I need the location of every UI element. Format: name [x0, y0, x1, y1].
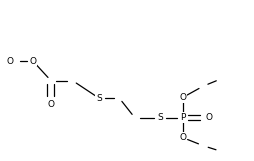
Text: O: O	[179, 93, 186, 102]
Text: O: O	[206, 113, 213, 122]
Text: S: S	[157, 113, 163, 122]
Text: O: O	[7, 57, 14, 66]
Text: S: S	[96, 94, 102, 103]
Text: O: O	[47, 100, 54, 109]
Text: P: P	[180, 113, 186, 122]
Text: O: O	[179, 133, 186, 142]
Text: O: O	[29, 57, 37, 66]
